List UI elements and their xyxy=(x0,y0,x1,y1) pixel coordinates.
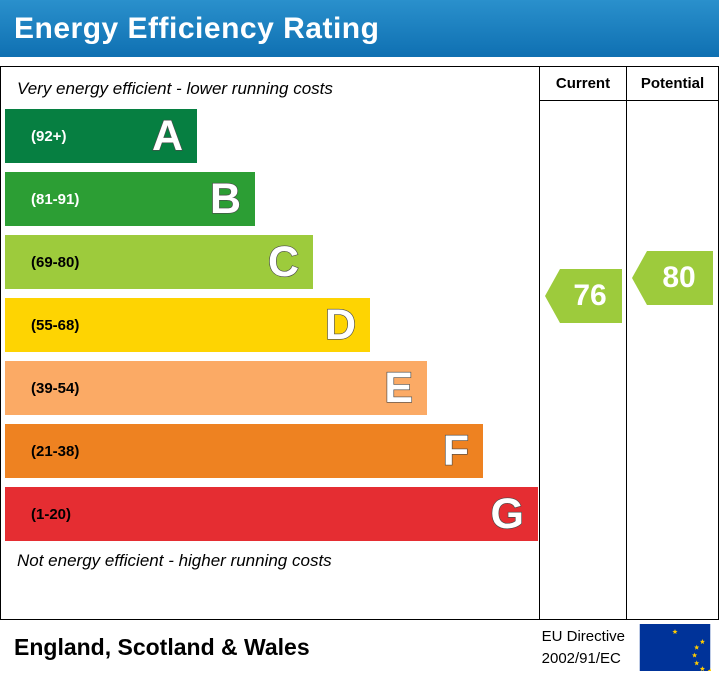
band-letter: E xyxy=(384,363,414,412)
current-rating-value: 76 xyxy=(573,279,607,312)
eu-directive-line2: 2002/91/EC xyxy=(541,649,621,667)
band-letter: F xyxy=(442,426,470,475)
eu-flag-icon xyxy=(639,624,711,671)
band-letter: B xyxy=(209,174,241,223)
band-letter: A xyxy=(151,111,183,160)
footer-right: EU Directive 2002/91/EC xyxy=(542,624,711,671)
band-row-f: (21-38) F xyxy=(5,424,483,478)
band-range-label: (55-68) xyxy=(31,316,80,334)
page-title: Energy Efficiency Rating xyxy=(14,11,380,45)
band-list: (92+) A (81-91) B (69-80) C (55-68) D (3… xyxy=(1,109,539,541)
potential-rating-arrow: 80 xyxy=(632,251,713,305)
band-range-label: (92+) xyxy=(31,127,67,145)
band-letter: C xyxy=(267,237,299,286)
footer: England, Scotland & Wales EU Directive 2… xyxy=(0,620,719,675)
potential-rating-value: 80 xyxy=(662,261,696,294)
band-range-label: (1-20) xyxy=(31,505,72,523)
top-caption: Very energy efficient - lower running co… xyxy=(17,79,333,98)
eu-directive-line1: EU Directive xyxy=(541,627,625,645)
current-column-header: Current xyxy=(540,67,627,101)
band-row-d: (55-68) D xyxy=(5,298,370,352)
epc-header-banner: Energy Efficiency Rating xyxy=(0,0,719,57)
band-range-label: (81-91) xyxy=(31,190,80,208)
current-rating-arrow: 76 xyxy=(545,269,622,323)
band-range-label: (21-38) xyxy=(31,442,80,460)
energy-rating-chart: Very energy efficient - lower running co… xyxy=(0,66,719,620)
band-row-c: (69-80) C xyxy=(5,235,313,289)
potential-column: 80 xyxy=(627,101,718,619)
region-label: England, Scotland & Wales xyxy=(14,634,310,660)
band-row-a: (92+) A xyxy=(5,109,197,163)
eu-directive-text: EU Directive 2002/91/EC xyxy=(542,626,625,670)
band-row-e: (39-54) E xyxy=(5,361,427,415)
band-letter: D xyxy=(324,300,356,349)
rating-bands-area: Very energy efficient - lower running co… xyxy=(1,67,540,619)
bottom-caption: Not energy efficient - higher running co… xyxy=(17,551,332,570)
potential-column-header: Potential xyxy=(627,67,718,101)
band-range-label: (69-80) xyxy=(31,253,80,271)
band-row-g: (1-20) G xyxy=(5,487,538,541)
band-row-b: (81-91) B xyxy=(5,172,255,226)
band-range-label: (39-54) xyxy=(31,379,80,397)
current-column: 76 xyxy=(540,101,627,619)
band-letter: G xyxy=(490,489,525,538)
